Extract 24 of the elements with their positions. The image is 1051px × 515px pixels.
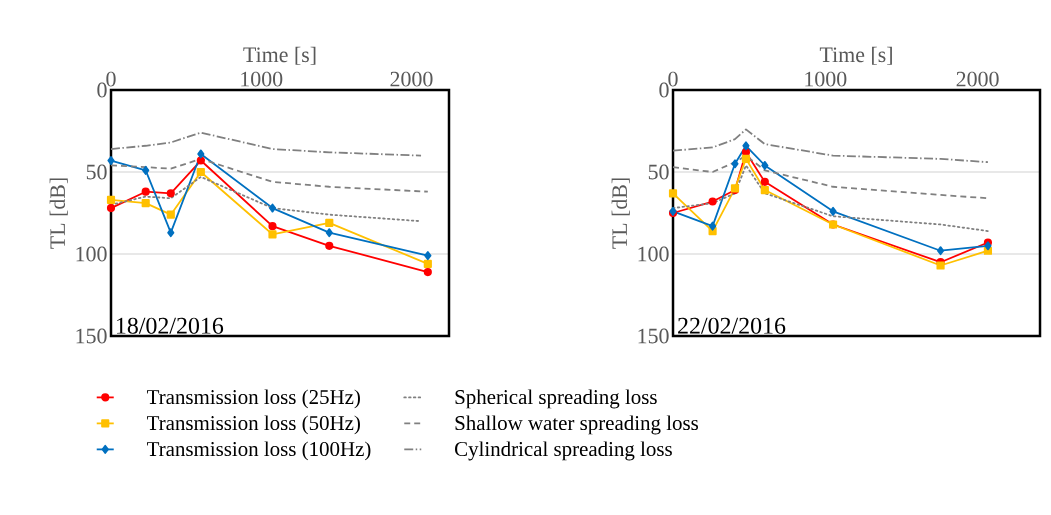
x-axis-title: Time [s]	[243, 46, 316, 65]
y-axis-title: TL [dB]	[611, 178, 630, 249]
y-axis-title: TL [dB]	[49, 178, 68, 249]
x-tick-label: 2000	[956, 71, 999, 87]
legend-label: Spherical spreading loss	[455, 389, 657, 409]
legend-label: Cylindrical spreading loss	[455, 441, 672, 461]
x-tick-label: 2000	[390, 71, 433, 87]
y-tick-label: 100	[76, 246, 107, 262]
annotation: 18/02/2016	[116, 317, 224, 334]
y-tick-label: 150	[638, 328, 669, 344]
x-tick-label: 1000	[805, 71, 847, 87]
legend-label: Transmission loss (50Hz)	[147, 415, 360, 435]
y-tick-label: 50	[86, 164, 107, 180]
legend-label: Shallow water spreading loss	[455, 415, 699, 435]
x-axis-title: Time [s]	[819, 46, 892, 65]
y-tick-label: 150	[76, 328, 107, 344]
y-tick-label: 50	[648, 164, 669, 180]
y-tick-label: 0	[97, 82, 107, 98]
annotation: 22/02/2016	[678, 317, 786, 334]
y-tick-label: 100	[638, 246, 669, 262]
legend-label: Transmission loss (100Hz)	[147, 441, 371, 461]
y-tick-label: 0	[659, 82, 669, 98]
legend-label: Transmission loss (25Hz)	[147, 389, 360, 409]
x-tick-label: 1000	[241, 71, 283, 87]
